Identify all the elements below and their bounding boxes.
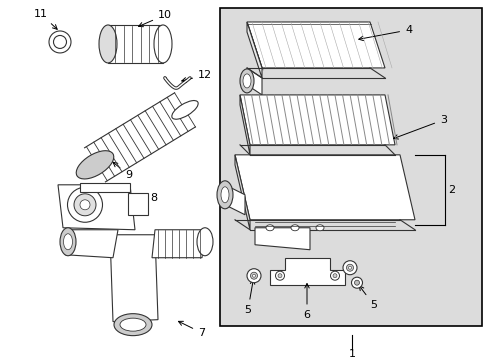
Text: 2: 2 — [447, 185, 454, 195]
Ellipse shape — [265, 225, 273, 231]
Polygon shape — [254, 228, 309, 250]
Text: 1: 1 — [348, 348, 355, 359]
Polygon shape — [235, 155, 414, 220]
Ellipse shape — [246, 269, 261, 283]
Ellipse shape — [74, 194, 96, 216]
Polygon shape — [110, 235, 158, 322]
Polygon shape — [240, 95, 394, 145]
Text: 8: 8 — [134, 193, 157, 203]
Text: 5: 5 — [244, 279, 254, 315]
Polygon shape — [58, 185, 135, 230]
Ellipse shape — [240, 69, 253, 93]
Ellipse shape — [67, 187, 102, 222]
Polygon shape — [269, 258, 345, 285]
Bar — [108, 25, 163, 63]
Text: 4: 4 — [358, 25, 411, 41]
Ellipse shape — [351, 277, 362, 288]
Ellipse shape — [120, 318, 146, 331]
Polygon shape — [128, 193, 148, 215]
Text: 6: 6 — [303, 284, 310, 320]
Ellipse shape — [80, 200, 90, 210]
Ellipse shape — [342, 261, 356, 275]
Ellipse shape — [252, 274, 255, 277]
Polygon shape — [152, 230, 204, 258]
Ellipse shape — [76, 151, 114, 179]
Polygon shape — [240, 95, 249, 155]
Text: 11: 11 — [34, 9, 57, 29]
Bar — [220, 8, 481, 326]
Ellipse shape — [346, 264, 353, 271]
Polygon shape — [80, 183, 130, 192]
Ellipse shape — [53, 36, 66, 49]
Text: 7: 7 — [178, 321, 204, 338]
Ellipse shape — [354, 280, 359, 285]
Ellipse shape — [60, 228, 76, 256]
Polygon shape — [246, 68, 262, 95]
Ellipse shape — [275, 271, 284, 280]
Ellipse shape — [49, 31, 71, 53]
Text: 9: 9 — [113, 162, 132, 180]
Ellipse shape — [154, 25, 172, 63]
Ellipse shape — [99, 25, 117, 63]
Polygon shape — [224, 185, 244, 215]
Text: 5: 5 — [359, 286, 376, 310]
Polygon shape — [65, 230, 118, 258]
Ellipse shape — [217, 181, 232, 209]
Ellipse shape — [171, 100, 198, 119]
Polygon shape — [235, 155, 249, 230]
Text: 3: 3 — [393, 115, 446, 139]
Ellipse shape — [278, 274, 282, 278]
Ellipse shape — [243, 74, 250, 88]
Text: 12: 12 — [182, 70, 212, 82]
Ellipse shape — [63, 234, 72, 250]
Ellipse shape — [332, 274, 336, 278]
Polygon shape — [246, 22, 262, 78]
Ellipse shape — [250, 272, 257, 279]
Text: 10: 10 — [138, 10, 172, 27]
Ellipse shape — [290, 225, 298, 231]
Ellipse shape — [197, 228, 213, 256]
Ellipse shape — [348, 266, 351, 269]
Ellipse shape — [221, 187, 228, 203]
Ellipse shape — [330, 271, 339, 280]
Polygon shape — [246, 22, 384, 68]
Ellipse shape — [114, 314, 152, 336]
Ellipse shape — [315, 225, 324, 231]
